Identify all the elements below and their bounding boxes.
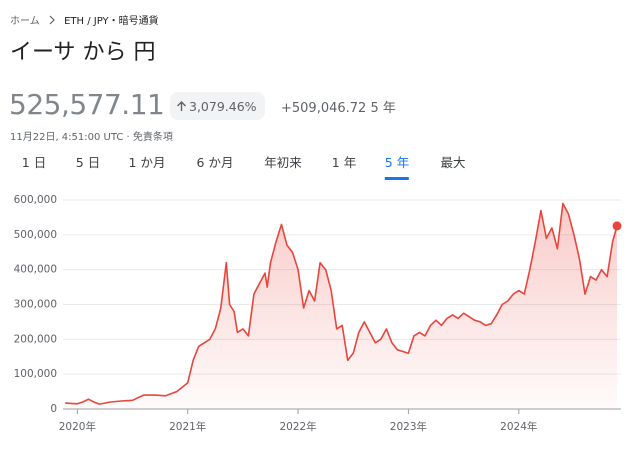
breadcrumb-pair[interactable]: ETH / JPY・暗号通貨: [64, 16, 159, 27]
timestamp-row: 11月22日, 4:51:00 UTC · 免責条項: [10, 132, 173, 143]
change-value: +509,046.72: [281, 101, 367, 116]
change-badge: 3,079.46%: [170, 92, 265, 120]
x-tick-label: 2022年: [279, 420, 316, 433]
x-tick-label: 2021年: [169, 420, 206, 433]
change-percent: 3,079.46%: [189, 98, 257, 114]
x-tick-label: 2020年: [59, 420, 96, 433]
period: 5 年: [370, 101, 396, 116]
last-point: [612, 221, 622, 231]
price-line: [65, 202, 618, 405]
y-tick-label: 0: [50, 403, 57, 415]
price: 525,577.11: [9, 88, 165, 121]
range-tab[interactable]: 5 日: [75, 155, 101, 170]
breadcrumb-home[interactable]: ホーム: [10, 16, 40, 27]
timestamp: 11月22日, 4:51:00 UTC: [10, 132, 124, 143]
x-tick-label: 2023年: [390, 420, 427, 433]
up-arrow: [177, 101, 186, 111]
y-tick-label: 500,000: [14, 229, 57, 241]
y-tick-label: 100,000: [14, 368, 57, 380]
chevron: [49, 15, 55, 25]
y-tick-label: 300,000: [14, 299, 57, 311]
breadcrumb: ホーム ETH / JPY・暗号通貨: [10, 12, 159, 27]
y-tick-label: 200,000: [14, 333, 57, 345]
range-tab[interactable]: 年初来: [264, 155, 302, 170]
range-tab[interactable]: 1 日: [21, 155, 47, 170]
disclaimer[interactable]: 免責条項: [132, 132, 173, 143]
x-tick-label: 2024年: [500, 420, 537, 433]
range-tab[interactable]: 最大: [440, 155, 466, 170]
range-tab[interactable]: 1 年: [331, 155, 357, 170]
range-tab[interactable]: 1 か月: [128, 155, 166, 170]
page-title: イーサ から 円: [10, 40, 156, 65]
area-fill: [65, 203, 617, 409]
range-tab[interactable]: 6 か月: [196, 155, 234, 170]
change: +509,046.72 5 年: [281, 97, 396, 116]
y-tick-label: 600,000: [14, 194, 57, 206]
y-tick-label: 400,000: [14, 264, 57, 276]
range-tab[interactable]: 5 年: [384, 152, 410, 180]
